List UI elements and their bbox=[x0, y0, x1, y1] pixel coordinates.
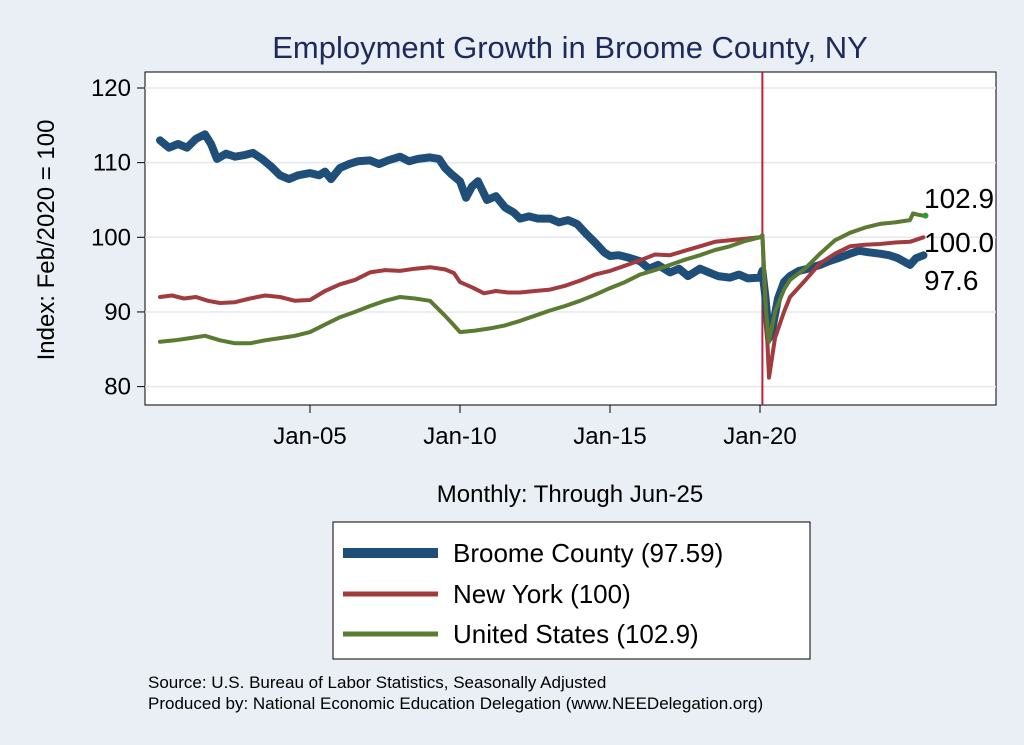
legend-label: United States (102.9) bbox=[453, 619, 699, 649]
legend: Broome County (97.59) New York (100) Unite… bbox=[332, 521, 811, 660]
y-tick-label: 120 bbox=[91, 75, 131, 102]
x-axis-title: Monthly: Through Jun-25 bbox=[437, 481, 703, 508]
us-end-marker bbox=[922, 212, 929, 219]
producer-note: Produced by: National Economic Education… bbox=[148, 694, 763, 713]
series-lines bbox=[156, 130, 929, 380]
x-tick-label: Jan-05 bbox=[273, 423, 346, 450]
y-tick-label: 100 bbox=[91, 224, 131, 251]
gridlines bbox=[145, 87, 996, 388]
end-label: 97.6 bbox=[924, 265, 979, 296]
source-note: Source: U.S. Bureau of Labor Statistics,… bbox=[148, 673, 606, 692]
y-tick-label: 90 bbox=[104, 299, 131, 326]
y-axis: 80 90 100 110 120 bbox=[91, 75, 145, 401]
x-tick-label: Jan-10 bbox=[423, 423, 496, 450]
end-label: 100.0 bbox=[924, 227, 994, 258]
x-tick-label: Jan-20 bbox=[723, 423, 796, 450]
y-tick-label: 110 bbox=[93, 150, 131, 177]
plot-area bbox=[144, 71, 997, 406]
end-value-labels: 102.9 100.0 97.6 bbox=[924, 183, 994, 296]
x-tick-label: Jan-15 bbox=[573, 423, 646, 450]
x-axis: Jan-05 Jan-10 Jan-15 Jan-20 bbox=[273, 405, 797, 450]
series-line-new-york bbox=[158, 233, 926, 380]
series-line-united-states bbox=[158, 211, 926, 346]
y-axis-title: Index: Feb/2020 = 100 bbox=[33, 120, 60, 361]
series-line-broome-county bbox=[156, 130, 928, 343]
legend-label: New York (100) bbox=[453, 579, 631, 609]
y-tick-label: 80 bbox=[104, 374, 131, 401]
legend-label: Broome County (97.59) bbox=[453, 538, 723, 568]
chart-title: Employment Growth in Broome County, NY bbox=[272, 30, 868, 65]
end-label: 102.9 bbox=[924, 183, 994, 214]
